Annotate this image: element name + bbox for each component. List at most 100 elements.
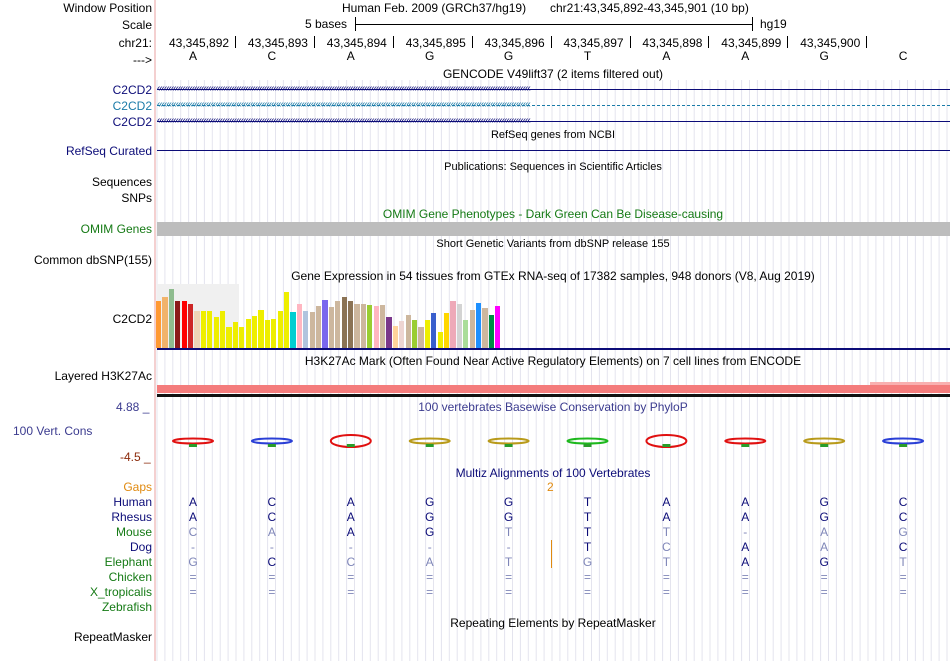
gencode-transcript-line[interactable]: ‹‹‹‹‹‹‹‹‹‹‹‹‹‹‹‹‹‹‹‹‹‹‹‹‹‹‹‹‹‹‹‹‹‹‹‹‹‹‹‹…	[157, 116, 950, 126]
gtex-tissue-bar[interactable]	[271, 319, 277, 348]
gencode-gene-label[interactable]: C2CD2	[112, 99, 152, 113]
gtex-tissue-bar[interactable]	[220, 311, 226, 348]
gtex-tissue-bar[interactable]	[181, 301, 187, 348]
coordinate-tick	[550, 36, 552, 48]
gtex-tissue-bar[interactable]	[322, 300, 328, 348]
gtex-tissue-bar[interactable]	[245, 319, 251, 348]
gtex-tissue-bar[interactable]	[226, 327, 232, 348]
multiz-base: A	[346, 495, 355, 509]
gtex-tissue-bar[interactable]	[213, 317, 219, 348]
gtex-tissue-bar[interactable]	[399, 321, 405, 348]
gtex-tissue-bar[interactable]	[348, 301, 354, 348]
gtex-tissue-bar[interactable]	[456, 304, 462, 348]
coordinate-tick	[392, 36, 394, 48]
gtex-tissue-bar[interactable]	[495, 306, 501, 348]
gencode-transcript-line[interactable]: ‹‹‹‹‹‹‹‹‹‹‹‹‹‹‹‹‹‹‹‹‹‹‹‹‹‹‹‹‹‹‹‹‹‹‹‹‹‹‹‹…	[157, 100, 950, 110]
gtex-tissue-bar[interactable]	[296, 304, 302, 348]
multiz-base: =	[347, 585, 355, 599]
multiz-base: =	[899, 570, 907, 584]
gtex-tissue-bar[interactable]	[232, 322, 238, 348]
refseq-label[interactable]: RefSeq Curated	[65, 144, 152, 158]
multiz-species-label[interactable]: X_tropicalis	[89, 585, 152, 599]
h3k27ac-signal[interactable]	[157, 385, 950, 393]
gtex-tissue-bar[interactable]	[188, 304, 194, 348]
gtex-tissue-bar[interactable]	[386, 317, 392, 348]
gtex-tissue-bar[interactable]	[309, 312, 315, 348]
gtex-tissue-bar[interactable]	[277, 311, 283, 348]
gtex-tissue-bar[interactable]	[328, 307, 334, 348]
phylop-label[interactable]: 100 Vert. Cons	[13, 424, 93, 438]
gencode-transcript-line[interactable]: ‹‹‹‹‹‹‹‹‹‹‹‹‹‹‹‹‹‹‹‹‹‹‹‹‹‹‹‹‹‹‹‹‹‹‹‹‹‹‹‹…	[157, 84, 950, 94]
gtex-title: Gene Expression in 54 tissues from GTEx …	[291, 269, 815, 283]
repeatmasker-label[interactable]: RepeatMasker	[73, 630, 152, 644]
multiz-base: G	[425, 525, 435, 539]
gtex-tissue-bar[interactable]	[488, 315, 494, 348]
gtex-tissue-bar[interactable]	[469, 310, 475, 348]
gtex-tissue-bar[interactable]	[341, 297, 347, 348]
h3k27ac-label[interactable]: Layered H3K27Ac	[54, 369, 152, 383]
gtex-tissue-bar[interactable]	[290, 312, 296, 348]
gtex-tissue-bar[interactable]	[437, 332, 443, 348]
snps-label[interactable]: SNPs	[121, 191, 152, 205]
gtex-tissue-bar[interactable]	[284, 292, 290, 348]
gaps-label[interactable]: Gaps	[123, 480, 152, 494]
gtex-tissue-bar[interactable]	[405, 315, 411, 348]
gtex-tissue-bar[interactable]	[175, 301, 181, 348]
multiz-species-label[interactable]: Chicken	[108, 570, 152, 584]
gtex-tissue-bar[interactable]	[303, 311, 309, 348]
multiz-base: =	[662, 570, 670, 584]
refseq-line[interactable]	[157, 150, 950, 151]
gtex-tissue-bar[interactable]	[239, 327, 245, 348]
gtex-tissue-bar[interactable]	[360, 304, 366, 348]
multiz-base: -	[743, 525, 748, 539]
multiz-species-label[interactable]: Mouse	[115, 525, 152, 539]
sequences-label[interactable]: Sequences	[91, 175, 152, 189]
conservation-logos[interactable]	[0, 430, 950, 455]
gtex-tissue-bar[interactable]	[476, 303, 482, 348]
gencode-gene-label[interactable]: C2CD2	[112, 115, 152, 129]
gtex-tissue-bar[interactable]	[354, 304, 360, 348]
multiz-species-label[interactable]: Dog	[129, 540, 152, 554]
gtex-tissue-bar[interactable]	[444, 313, 450, 348]
repeatmasker-title: Repeating Elements by RepeatMasker	[450, 616, 656, 630]
gtex-tissue-bar[interactable]	[316, 306, 322, 348]
scale-label: Scale	[121, 18, 152, 32]
omim-bar[interactable]	[157, 222, 950, 236]
gtex-label[interactable]: C2CD2	[112, 312, 152, 326]
omim-label[interactable]: OMIM Genes	[80, 222, 152, 236]
gtex-tissue-bar[interactable]	[194, 311, 200, 348]
gtex-tissue-bar[interactable]	[418, 327, 424, 348]
gtex-tissue-bar[interactable]	[168, 289, 174, 348]
gtex-tissue-bar[interactable]	[335, 301, 341, 348]
gtex-tissue-bar[interactable]	[392, 326, 398, 348]
gtex-tissue-bar[interactable]	[482, 308, 488, 348]
multiz-species-label[interactable]: Elephant	[104, 555, 152, 569]
gtex-tissue-bar[interactable]	[373, 306, 379, 348]
multiz-base: =	[820, 585, 828, 599]
multiz-base: G	[188, 555, 198, 569]
dbsnp-label[interactable]: Common dbSNP(155)	[33, 253, 152, 267]
multiz-base: G	[503, 495, 514, 509]
gtex-tissue-bar[interactable]	[380, 305, 386, 348]
multiz-base: A	[820, 540, 829, 554]
gtex-tissue-bar[interactable]	[412, 320, 418, 348]
gtex-tissue-bar[interactable]	[162, 297, 168, 348]
gtex-tissue-bar[interactable]	[207, 311, 213, 348]
gtex-tissue-bar[interactable]	[264, 320, 270, 348]
coordinate-label: 43,345,895	[405, 36, 466, 50]
gtex-tissue-bar[interactable]	[431, 313, 437, 348]
gtex-tissue-bar[interactable]	[450, 301, 456, 348]
chrom-label: chr21:	[118, 36, 152, 50]
gtex-tissue-bar[interactable]	[367, 305, 373, 348]
gencode-gene-label[interactable]: C2CD2	[112, 83, 152, 97]
gtex-tissue-bar[interactable]	[424, 320, 430, 348]
multiz-species-label[interactable]: Zebrafish	[101, 600, 152, 614]
gtex-tissue-bar[interactable]	[258, 310, 264, 348]
gtex-tissue-bar[interactable]	[252, 316, 258, 348]
gtex-tissue-bar[interactable]	[463, 320, 469, 348]
multiz-base: =	[189, 570, 197, 584]
multiz-species-label[interactable]: Human	[113, 495, 152, 509]
gtex-tissue-bar[interactable]	[156, 301, 162, 348]
gtex-tissue-bar[interactable]	[200, 311, 206, 348]
multiz-species-label[interactable]: Rhesus	[111, 510, 152, 524]
